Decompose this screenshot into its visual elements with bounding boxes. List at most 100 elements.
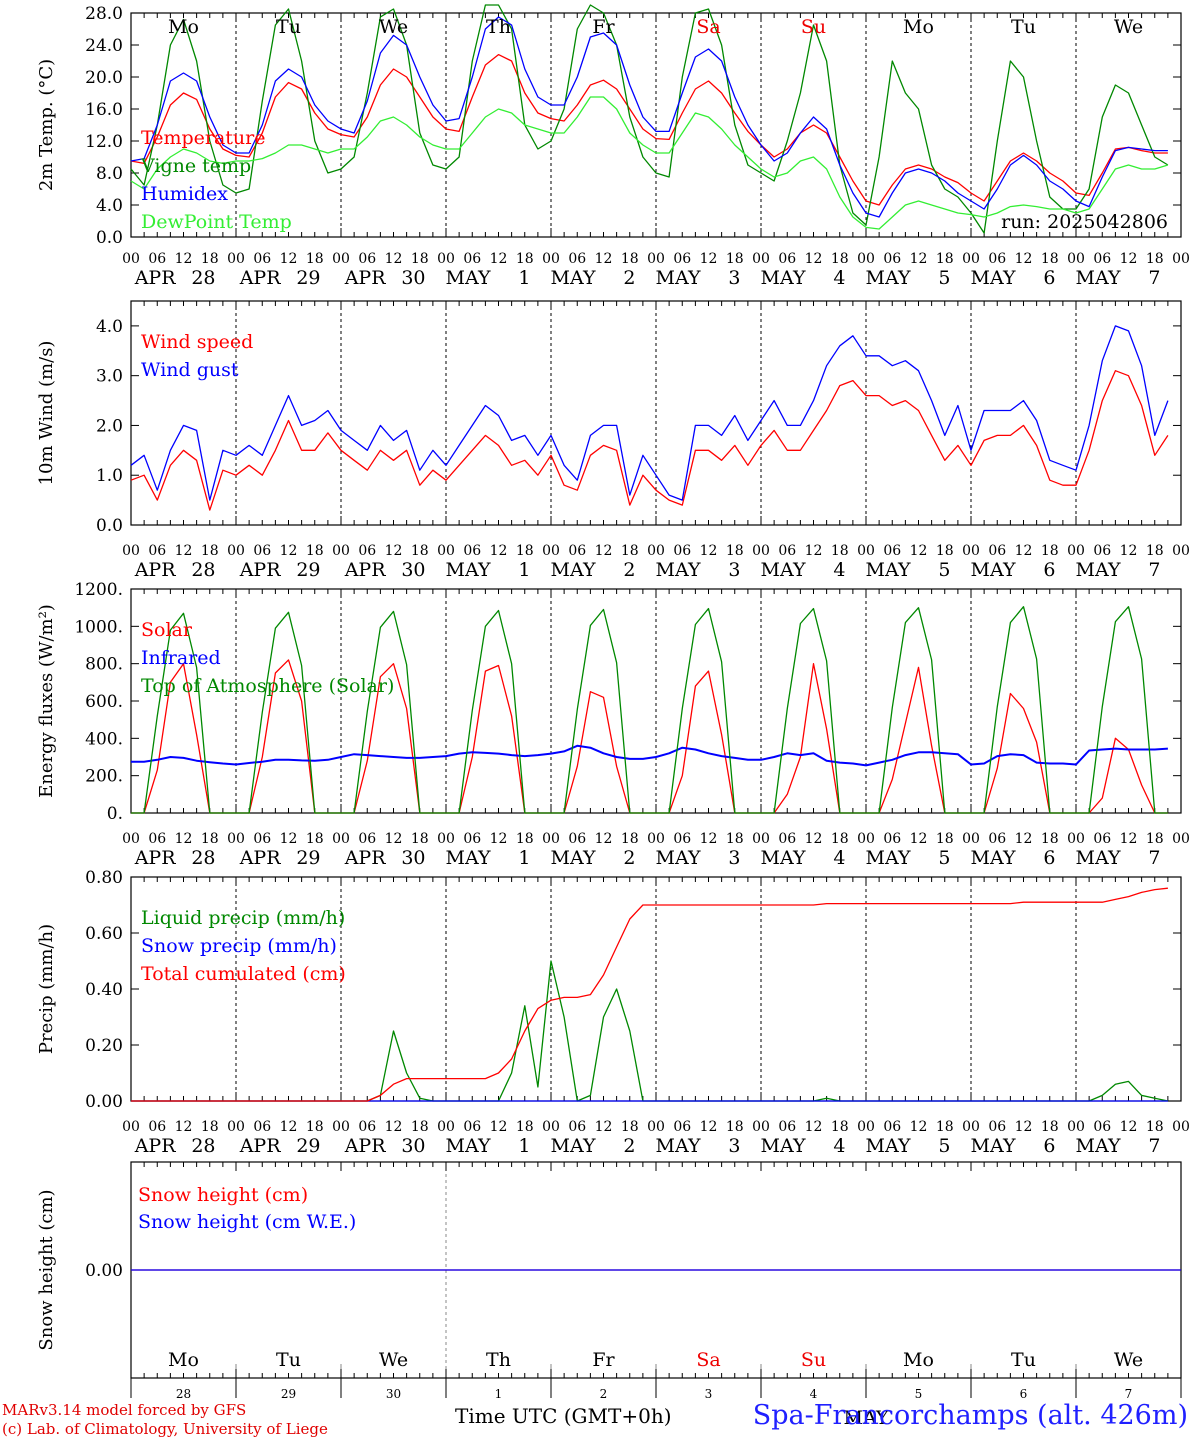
hour-tick-label: 12: [490, 831, 508, 847]
y-tick-label: 1200.: [74, 580, 123, 600]
hour-tick-label: 06: [673, 1119, 691, 1135]
hour-tick-label: 18: [306, 1119, 324, 1135]
date-month-label: APR: [239, 847, 282, 869]
date-month-label: MAY: [551, 267, 596, 289]
hour-tick-label: 18: [1146, 831, 1164, 847]
hour-tick-label: 00: [857, 543, 875, 559]
hour-tick-label: 12: [910, 543, 928, 559]
date-month-label: APR: [134, 847, 177, 869]
weekday-label: Sa: [696, 16, 720, 38]
hour-tick-label: 12: [700, 831, 718, 847]
y-tick-label: 16.0: [85, 100, 123, 120]
date-day-label: 3: [728, 847, 740, 869]
date-day-label: 30: [401, 559, 425, 581]
hour-tick-label: 18: [936, 1119, 954, 1135]
hour-tick-label: 06: [1093, 543, 1111, 559]
hour-tick-label: 12: [175, 831, 193, 847]
hour-tick-label: 12: [175, 251, 193, 267]
hour-tick-label: 06: [778, 831, 796, 847]
series-line-vigne-temp: [130, 4, 1169, 234]
hour-tick-label: 12: [700, 543, 718, 559]
date-day-label: 30: [401, 847, 425, 869]
hour-tick-label: 00: [752, 251, 770, 267]
legend-entry: Solar: [141, 619, 193, 641]
panel-3: 0. 200. 400. 600. 800. 1000. 1200. Energy fluxe…: [36, 580, 1190, 869]
date-month-label: MAY: [761, 1135, 806, 1157]
hour-tick-label: 12: [595, 543, 613, 559]
date-day-label: 30: [401, 267, 425, 289]
date-month-label: MAY: [761, 847, 806, 869]
y-tick-label: 8.0: [96, 164, 123, 184]
y-tick-label: 20.0: [85, 68, 123, 88]
bottom-day-number: 1: [495, 1387, 503, 1401]
hour-tick-label: 00: [857, 251, 875, 267]
bottom-day-number: 3: [705, 1387, 713, 1401]
hour-tick-label: 00: [227, 251, 245, 267]
hour-tick-label: 12: [280, 251, 298, 267]
hour-tick-label: 18: [621, 251, 639, 267]
hour-tick-label: 18: [726, 831, 744, 847]
hour-tick-label: 12: [385, 543, 403, 559]
plot-frame: [130, 12, 1182, 238]
hour-tick-label: 06: [463, 1119, 481, 1135]
bottom-day-number: 6: [1020, 1387, 1028, 1401]
y-tick-label: 12.0: [85, 132, 123, 152]
date-day-label: 2: [623, 267, 635, 289]
plot-frame: [130, 300, 1182, 526]
date-day-label: 1: [518, 267, 530, 289]
date-day-label: 2: [623, 559, 635, 581]
hour-tick-label: 18: [201, 1119, 219, 1135]
bottom-day-number: 5: [915, 1387, 923, 1401]
hour-tick-label: 06: [1093, 251, 1111, 267]
hour-tick-label: 18: [411, 251, 429, 267]
hour-tick-label: 00: [1172, 251, 1190, 267]
date-day-label: 1: [518, 1135, 530, 1157]
date-day-label: 6: [1043, 267, 1055, 289]
hour-tick-label: 12: [700, 1119, 718, 1135]
date-day-label: 4: [833, 1135, 845, 1157]
weekday-label: Mo: [168, 16, 199, 38]
series-line-top-of-atmosphere-solar-: [131, 606, 1168, 814]
hour-tick-label: 06: [253, 251, 271, 267]
panel-1: 0.0 4.0 8.0 12.0 16.0 20.0 24.0 28.0 2m Temp. (°…: [36, 4, 1190, 289]
hour-tick-label: 06: [358, 543, 376, 559]
date-day-label: 30: [401, 1135, 425, 1157]
date-month-label: MAY: [761, 267, 806, 289]
hour-tick-label: 00: [962, 1119, 980, 1135]
date-month-label: MAY: [446, 847, 491, 869]
date-month-label: MAY: [446, 1135, 491, 1157]
hour-tick-label: 00: [122, 543, 140, 559]
date-day-label: 6: [1043, 559, 1055, 581]
hour-tick-label: 06: [883, 543, 901, 559]
hour-tick-label: 12: [1120, 543, 1138, 559]
series-line-dewpoint-temp: [130, 96, 1169, 230]
weekday-label: We: [379, 16, 408, 38]
hour-tick-label: 06: [988, 543, 1006, 559]
hour-tick-label: 12: [1015, 831, 1033, 847]
date-day-label: 29: [296, 847, 320, 869]
hour-tick-label: 12: [595, 1119, 613, 1135]
hour-tick-label: 00: [332, 1119, 350, 1135]
date-day-label: 3: [728, 1135, 740, 1157]
hour-tick-label: 00: [227, 831, 245, 847]
date-month-label: MAY: [971, 847, 1016, 869]
hour-tick-label: 06: [988, 251, 1006, 267]
hour-tick-label: 12: [1015, 1119, 1033, 1135]
bottom-day-number: 7: [1125, 1387, 1133, 1401]
hour-tick-label: 18: [411, 831, 429, 847]
hour-tick-label: 00: [1067, 251, 1085, 267]
date-day-label: 5: [938, 1135, 950, 1157]
date-month-label: APR: [344, 1135, 387, 1157]
y-axis-label: Precip (mm/h): [36, 924, 57, 1054]
weekday-label-bottom: Tu: [276, 1349, 301, 1371]
y-tick-label: 3.0: [96, 367, 123, 387]
hour-tick-label: 12: [175, 543, 193, 559]
hour-tick-label: 12: [805, 1119, 823, 1135]
hour-tick-label: 18: [726, 251, 744, 267]
bottom-day-number: 29: [281, 1387, 296, 1401]
weekday-label: Fr: [592, 16, 615, 38]
hour-tick-label: 12: [1015, 543, 1033, 559]
hour-tick-label: 18: [726, 543, 744, 559]
date-month-label: MAY: [551, 559, 596, 581]
weekday-label-bottom: Su: [801, 1349, 826, 1371]
